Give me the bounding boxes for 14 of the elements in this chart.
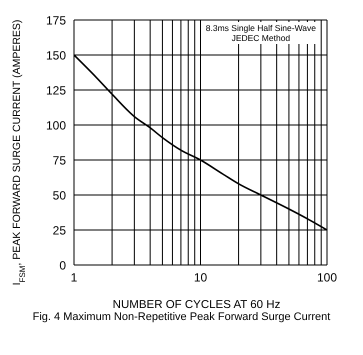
x-tick-label: 10 [194, 270, 208, 285]
y-tick-label: 175 [46, 13, 66, 28]
annotation: 8.3ms Single Half Sine-Wave JEDEC Method [206, 23, 316, 43]
y-tick-label: 50 [52, 188, 66, 202]
y-tick-label: 125 [46, 83, 66, 98]
x-tick-label: 1 [70, 270, 78, 285]
y-tick-label: 0 [59, 258, 66, 272]
x-tick-label: 100 [316, 270, 338, 285]
y-tick-label: 100 [46, 118, 66, 132]
y-tick-label: 25 [52, 223, 66, 238]
y-tick-label: 75 [52, 153, 66, 168]
text: Fig. 4 Maximum Non-Repetitive Peak Forward Surge Current [32, 311, 332, 323]
y-tick-label: 150 [46, 48, 66, 62]
x-axis-title: NUMBER OF CYCLES AT 60 Hz [112, 299, 282, 311]
